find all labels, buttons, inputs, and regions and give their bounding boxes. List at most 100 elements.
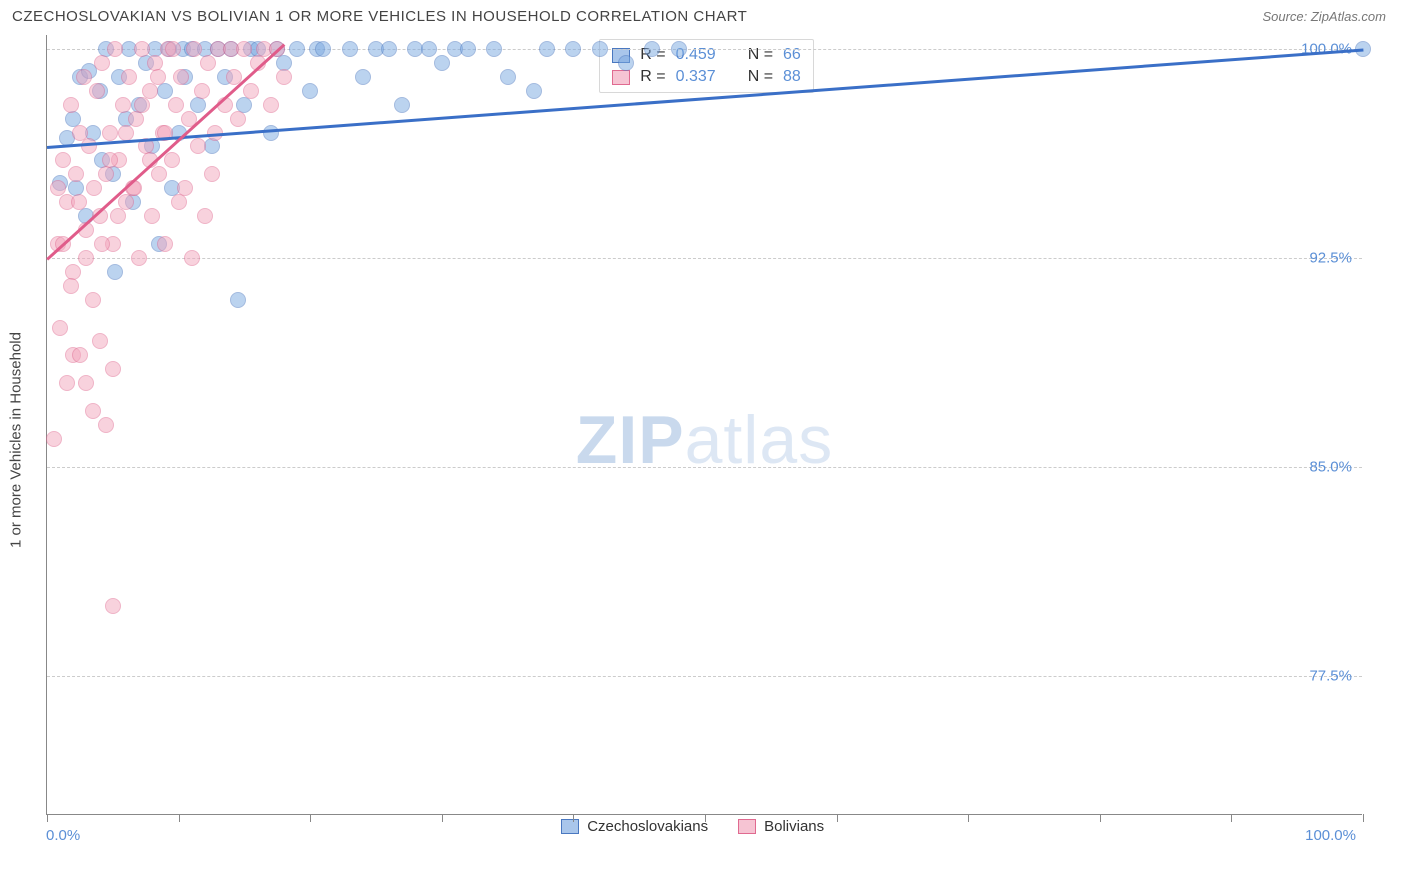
data-point bbox=[355, 69, 371, 85]
n-value: 88 bbox=[783, 68, 801, 86]
data-point bbox=[105, 598, 121, 614]
data-point bbox=[105, 361, 121, 377]
data-point bbox=[121, 69, 137, 85]
legend-swatch bbox=[612, 70, 630, 85]
data-point bbox=[110, 208, 126, 224]
data-point bbox=[486, 41, 502, 57]
data-point bbox=[59, 375, 75, 391]
data-point bbox=[644, 41, 660, 57]
y-tick-label: 85.0% bbox=[1309, 458, 1352, 475]
legend-item: Bolivians bbox=[738, 818, 824, 835]
y-tick-label: 77.5% bbox=[1309, 667, 1352, 684]
data-point bbox=[86, 180, 102, 196]
data-point bbox=[394, 97, 410, 113]
source-name: ZipAtlas.com bbox=[1311, 9, 1386, 24]
data-point bbox=[78, 250, 94, 266]
x-tick bbox=[1100, 814, 1101, 822]
data-point bbox=[177, 180, 193, 196]
data-point bbox=[500, 69, 516, 85]
data-point bbox=[157, 236, 173, 252]
data-point bbox=[243, 83, 259, 99]
legend-row: R =0.337N =88 bbox=[612, 66, 801, 88]
data-point bbox=[565, 41, 581, 57]
data-point bbox=[460, 41, 476, 57]
data-point bbox=[85, 403, 101, 419]
data-point bbox=[72, 347, 88, 363]
data-point bbox=[46, 431, 62, 447]
data-point bbox=[134, 97, 150, 113]
data-point bbox=[85, 292, 101, 308]
data-point bbox=[89, 83, 105, 99]
data-point bbox=[236, 41, 252, 57]
legend-swatch bbox=[738, 819, 756, 834]
x-tick bbox=[968, 814, 969, 822]
data-point bbox=[94, 236, 110, 252]
source-label: Source: ZipAtlas.com bbox=[1262, 9, 1386, 24]
chart-title: CZECHOSLOVAKIAN VS BOLIVIAN 1 OR MORE VE… bbox=[12, 8, 747, 25]
data-point bbox=[76, 69, 92, 85]
data-point bbox=[150, 69, 166, 85]
data-point bbox=[168, 97, 184, 113]
data-point bbox=[151, 166, 167, 182]
legend-row: R =0.459N =66 bbox=[612, 44, 801, 66]
x-tick bbox=[705, 814, 706, 822]
data-point bbox=[68, 166, 84, 182]
data-point bbox=[63, 278, 79, 294]
n-label: N = bbox=[748, 68, 773, 86]
data-point bbox=[107, 41, 123, 57]
data-point bbox=[592, 41, 608, 57]
data-point bbox=[276, 69, 292, 85]
data-point bbox=[190, 97, 206, 113]
legend-label: Czechoslovakians bbox=[587, 818, 708, 835]
data-point bbox=[50, 180, 66, 196]
data-point bbox=[134, 41, 150, 57]
r-value: 0.337 bbox=[676, 68, 716, 86]
data-point bbox=[421, 41, 437, 57]
data-point bbox=[204, 166, 220, 182]
legend-swatch bbox=[561, 819, 579, 834]
x-min-label: 0.0% bbox=[46, 827, 80, 844]
data-point bbox=[55, 152, 71, 168]
x-tick bbox=[573, 814, 574, 822]
data-point bbox=[263, 97, 279, 113]
data-point bbox=[230, 292, 246, 308]
data-point bbox=[63, 97, 79, 113]
data-point bbox=[102, 125, 118, 141]
plot-wrap: 1 or more Vehicles in Household ZIPatlas… bbox=[46, 35, 1406, 844]
data-point bbox=[165, 41, 181, 57]
x-tick bbox=[1231, 814, 1232, 822]
data-point bbox=[173, 69, 189, 85]
data-point bbox=[164, 152, 180, 168]
gridline bbox=[47, 258, 1362, 259]
gridline bbox=[47, 467, 1362, 468]
data-point bbox=[94, 55, 110, 71]
x-tick bbox=[442, 814, 443, 822]
data-point bbox=[618, 55, 634, 71]
legend-item: Czechoslovakians bbox=[561, 818, 708, 835]
data-point bbox=[526, 83, 542, 99]
data-point bbox=[302, 83, 318, 99]
y-axis-title: 1 or more Vehicles in Household bbox=[8, 332, 25, 548]
x-max-label: 100.0% bbox=[1305, 827, 1356, 844]
data-point bbox=[190, 138, 206, 154]
data-point bbox=[289, 41, 305, 57]
data-point bbox=[115, 97, 131, 113]
scatter-plot: ZIPatlas R =0.459N =66R =0.337N =88 77.5… bbox=[46, 35, 1362, 815]
x-tick bbox=[837, 814, 838, 822]
data-point bbox=[171, 194, 187, 210]
gridline bbox=[47, 676, 1362, 677]
x-tick bbox=[310, 814, 311, 822]
data-point bbox=[263, 125, 279, 141]
data-point bbox=[98, 166, 114, 182]
x-tick bbox=[179, 814, 180, 822]
data-point bbox=[197, 208, 213, 224]
data-point bbox=[539, 41, 555, 57]
x-tick bbox=[1363, 814, 1364, 822]
data-point bbox=[342, 41, 358, 57]
data-point bbox=[52, 320, 68, 336]
data-point bbox=[381, 41, 397, 57]
x-axis-labels: 0.0% Czechoslovakians Bolivians 100.0% bbox=[46, 815, 1362, 844]
data-point bbox=[186, 41, 202, 57]
data-point bbox=[102, 152, 118, 168]
data-point bbox=[131, 250, 147, 266]
